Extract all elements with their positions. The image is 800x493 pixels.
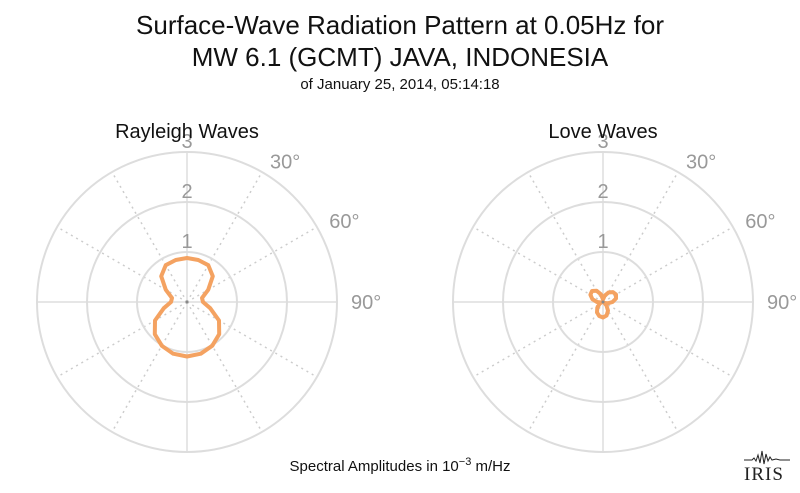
- iris-logo-text: IRIS: [744, 464, 784, 485]
- love-spoke-120: [602, 301, 734, 378]
- rayleigh-panel-title: Rayleigh Waves: [115, 121, 259, 143]
- units-unit: m/Hz: [471, 458, 511, 475]
- love-spoke-150: [602, 301, 679, 433]
- rayleigh-ring-3: [36, 151, 338, 453]
- love-radiation-pattern-line: [588, 288, 618, 320]
- love-spoke-30: [602, 171, 679, 303]
- love-radial-tick-label: 1: [597, 231, 608, 253]
- love-ring-2: [502, 201, 704, 403]
- rayleigh-spoke-30: [186, 171, 263, 303]
- love-spoke-240: [472, 301, 604, 378]
- love-angle-label: 30°: [686, 152, 716, 174]
- rayleigh-ring-1: [136, 251, 238, 353]
- love-radial-tick-label: 2: [597, 181, 608, 203]
- love-angle-label: 90°: [767, 292, 797, 314]
- rayleigh-angle-label: 90°: [351, 292, 381, 314]
- rayleigh-angle-label: 60°: [329, 211, 359, 233]
- love-center-dot: [601, 300, 605, 304]
- iris-logo: IRIS: [742, 446, 792, 488]
- chart-title-line-1: Surface-Wave Radiation Pattern at 0.05Hz…: [136, 10, 664, 40]
- amplitude-units-label: Spectral Amplitudes in 10−3 m/Hz: [0, 452, 800, 477]
- rayleigh-radiation-pattern-line: [152, 256, 222, 359]
- love-angle-label: 60°: [745, 211, 775, 233]
- rayleigh-spoke-210: [111, 301, 188, 433]
- rayleigh-radial-tick-label: 1: [181, 231, 192, 253]
- chart-subtitle: of January 25, 2014, 05:14:18: [300, 76, 500, 93]
- rayleigh-spoke-240: [56, 301, 188, 378]
- love-spoke-300: [472, 226, 604, 303]
- love-ring-3: [452, 151, 754, 453]
- rayleigh-center-dot: [185, 300, 189, 304]
- rayleigh-ring-2: [86, 201, 288, 403]
- chart-title-line-2: MW 6.1 (GCMT) JAVA, INDONESIA: [191, 42, 609, 72]
- love-ring-1: [552, 251, 654, 353]
- units-base: 10: [442, 458, 459, 475]
- rayleigh-radial-tick-label: 3: [181, 131, 192, 153]
- rayleigh-spoke-150: [186, 301, 263, 433]
- units-prefix: Spectral Amplitudes in: [289, 458, 443, 475]
- love-spoke-60: [602, 226, 734, 303]
- rayleigh-spoke-120: [186, 301, 318, 378]
- rayleigh-spoke-330: [111, 171, 188, 303]
- rayleigh-angle-label: 30°: [270, 152, 300, 174]
- love-spoke-330: [527, 171, 604, 303]
- rayleigh-radial-tick-label: 2: [181, 181, 192, 203]
- love-panel-title: Love Waves: [548, 121, 657, 143]
- units-exponent: −3: [458, 456, 472, 468]
- love-spoke-210: [527, 301, 604, 433]
- love-radial-tick-label: 3: [597, 131, 608, 153]
- seismogram-logo-icon: [744, 450, 790, 465]
